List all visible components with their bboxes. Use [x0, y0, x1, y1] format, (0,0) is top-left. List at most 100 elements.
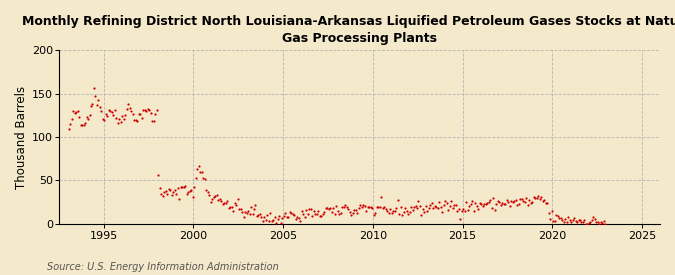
Point — [476, 202, 487, 206]
Point — [452, 209, 463, 213]
Point — [238, 215, 249, 219]
Point — [68, 109, 78, 113]
Point — [268, 217, 279, 222]
Point — [512, 202, 522, 207]
Point — [594, 222, 605, 226]
Point — [271, 221, 282, 226]
Point — [547, 219, 558, 223]
Point — [402, 212, 413, 216]
Point — [376, 195, 387, 200]
Point — [288, 212, 298, 217]
Point — [481, 202, 491, 206]
Point — [540, 200, 551, 205]
Point — [117, 113, 128, 118]
Point — [593, 220, 603, 224]
Point — [325, 206, 335, 210]
Point — [290, 217, 301, 221]
Point — [96, 109, 107, 113]
Point — [404, 210, 415, 214]
Point — [563, 214, 574, 219]
Point — [448, 205, 458, 210]
Point — [183, 189, 194, 194]
Point — [435, 205, 446, 209]
Point — [213, 198, 223, 203]
Point — [464, 204, 475, 208]
Point — [516, 197, 527, 202]
Point — [500, 202, 510, 206]
Point — [519, 200, 530, 204]
Point — [587, 218, 597, 222]
Point — [370, 211, 381, 215]
Point — [165, 188, 176, 192]
Point — [202, 190, 213, 194]
Point — [87, 101, 98, 106]
Point — [229, 201, 240, 205]
Point — [502, 198, 512, 203]
Point — [280, 211, 291, 215]
Point — [267, 219, 277, 223]
Point — [348, 211, 358, 215]
Point — [401, 209, 412, 214]
Point — [412, 206, 423, 211]
Point — [129, 118, 140, 122]
Point — [475, 201, 485, 205]
Point — [221, 199, 232, 203]
Point — [168, 190, 179, 194]
Point — [574, 218, 585, 222]
Point — [234, 207, 244, 211]
Point — [316, 213, 327, 218]
Point — [589, 216, 600, 221]
Point — [63, 126, 74, 131]
Point — [77, 123, 88, 127]
Point — [98, 117, 109, 121]
Point — [155, 186, 165, 190]
Point — [443, 208, 454, 212]
Point — [132, 119, 142, 123]
Point — [232, 197, 243, 201]
Point — [311, 211, 322, 216]
Point — [473, 206, 484, 211]
Point — [298, 211, 308, 216]
Point — [235, 207, 246, 211]
Point — [261, 218, 271, 222]
Point — [391, 206, 402, 210]
Point — [552, 214, 563, 218]
Point — [434, 200, 445, 204]
Y-axis label: Thousand Barrels: Thousand Barrels — [15, 86, 28, 189]
Point — [524, 198, 535, 203]
Point — [572, 220, 583, 224]
Point — [350, 208, 361, 212]
Point — [101, 112, 111, 116]
Point — [162, 191, 173, 196]
Point — [383, 211, 394, 216]
Point — [385, 207, 396, 211]
Point — [425, 203, 436, 207]
Point — [95, 105, 105, 110]
Point — [130, 118, 141, 122]
Point — [413, 199, 424, 203]
Point — [595, 220, 606, 224]
Point — [223, 205, 234, 210]
Point — [335, 211, 346, 215]
Point — [479, 202, 489, 206]
Point — [225, 205, 236, 210]
Point — [498, 201, 509, 206]
Point — [536, 195, 547, 200]
Point — [107, 110, 117, 114]
Point — [377, 206, 388, 210]
Point — [296, 209, 307, 213]
Point — [373, 204, 383, 209]
Point — [520, 196, 531, 200]
Point — [281, 215, 292, 219]
Point — [184, 189, 195, 194]
Point — [210, 194, 221, 198]
Point — [446, 199, 457, 203]
Point — [289, 213, 300, 217]
Point — [555, 215, 566, 220]
Point — [310, 212, 321, 216]
Point — [323, 207, 334, 211]
Point — [138, 108, 148, 112]
Point — [279, 214, 290, 218]
Point — [193, 164, 204, 169]
Point — [248, 207, 259, 211]
